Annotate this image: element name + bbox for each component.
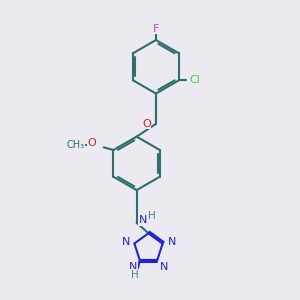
Text: F: F [153, 24, 159, 34]
Text: Cl: Cl [189, 75, 200, 85]
Text: N: N [122, 237, 130, 247]
Text: H: H [148, 211, 156, 221]
Text: N: N [160, 262, 168, 272]
Text: H: H [130, 270, 138, 280]
Text: CH₃: CH₃ [67, 140, 85, 150]
Text: N: N [167, 237, 176, 247]
Text: N: N [129, 262, 137, 272]
Text: N: N [139, 215, 147, 225]
Text: O: O [87, 138, 96, 148]
Text: O: O [142, 119, 151, 129]
